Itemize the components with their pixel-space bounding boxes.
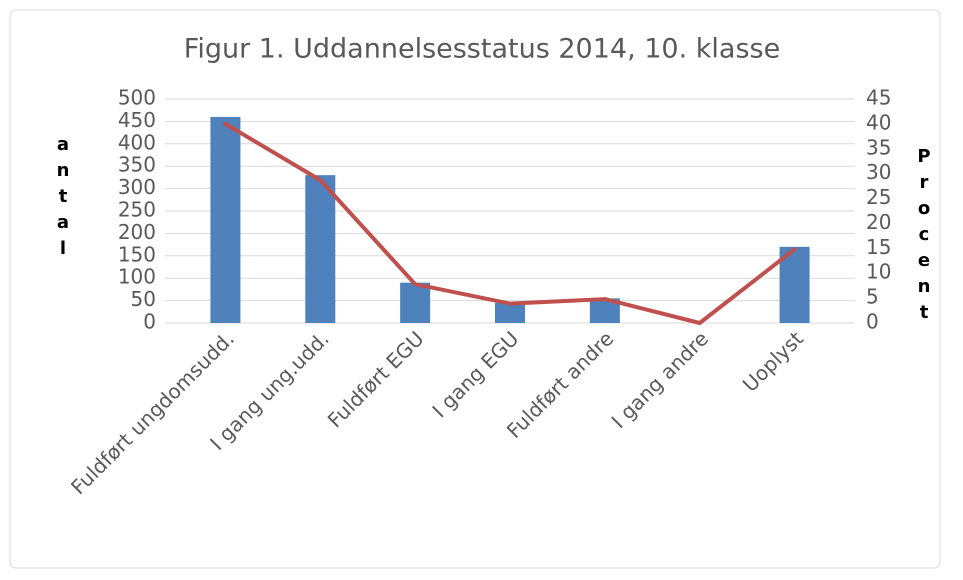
chart-title: Figur 1. Uddannelsesstatus 2014, 10. kla…: [184, 34, 780, 65]
y-tick-label: 300: [118, 175, 156, 199]
bar: [305, 175, 336, 323]
chart-border: [9, 9, 941, 569]
y2-tick-label: 25: [866, 185, 891, 209]
y2-tick-label: 15: [866, 235, 891, 259]
y-tick-label: 0: [143, 310, 156, 334]
y-tick-label: 250: [118, 198, 156, 222]
y-tick-label: 100: [118, 265, 156, 289]
y2-tick-label: 0: [866, 310, 879, 334]
y2-tick-label: 10: [866, 260, 891, 284]
y-tick-label: 50: [131, 287, 156, 311]
y-tick-label: 450: [118, 108, 156, 132]
y-tick-label: 400: [118, 130, 156, 154]
y2-tick-label: 20: [866, 210, 891, 234]
y-tick-label: 200: [118, 220, 156, 244]
y2-tick-label: 30: [866, 160, 891, 184]
y-tick-label: 500: [118, 86, 156, 110]
line: [223, 121, 797, 325]
y2-tick-label: 45: [866, 86, 891, 110]
y2-tick-label: 5: [866, 285, 879, 309]
bar: [210, 116, 241, 323]
y-tick-label: 350: [118, 153, 156, 177]
bar: [495, 302, 525, 323]
y-tick-label: 150: [118, 242, 156, 266]
y2-axis-label: Procent: [917, 146, 931, 323]
bar: [400, 282, 431, 323]
y2-tick-label: 35: [866, 135, 891, 159]
y2-tick-label: 40: [866, 110, 891, 134]
y-axis-label: antal: [56, 134, 70, 259]
